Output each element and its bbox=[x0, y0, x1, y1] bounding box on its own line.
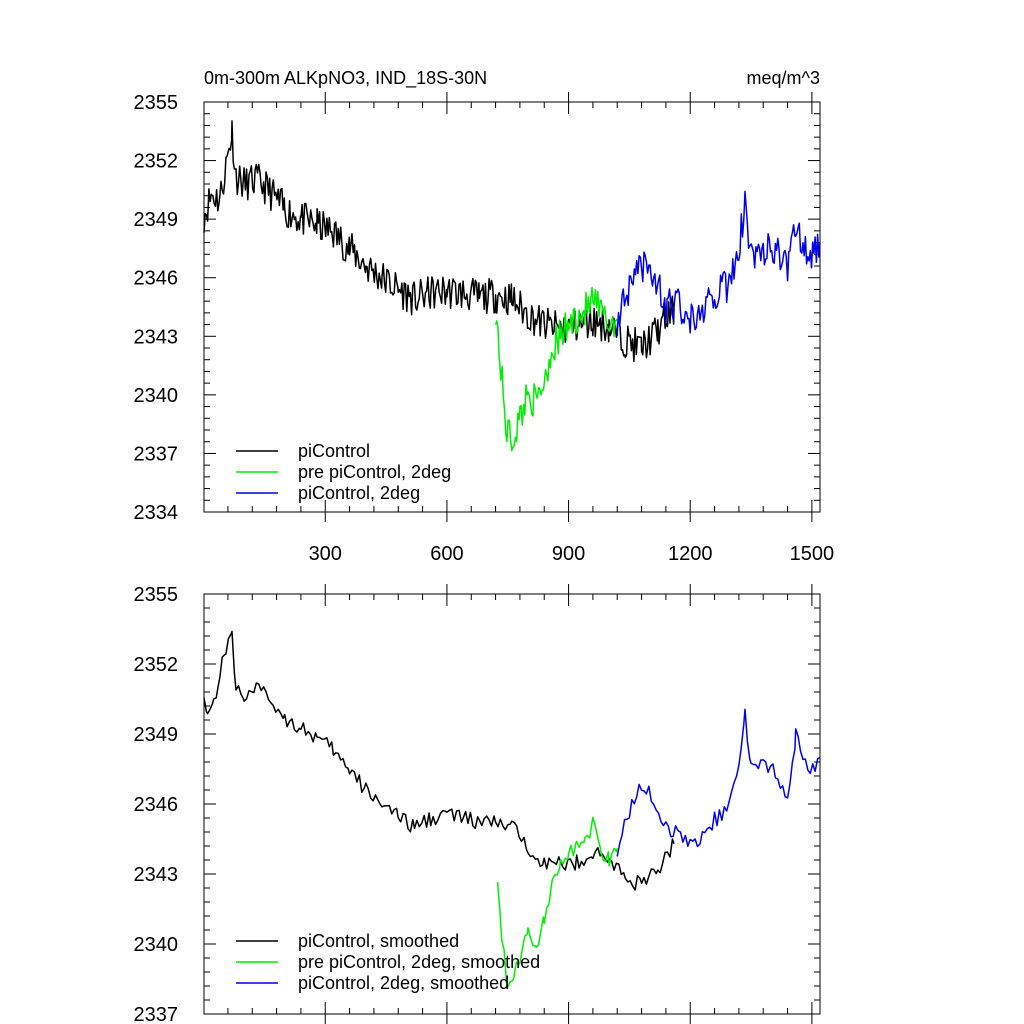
legend-label: piControl, 2deg, smoothed bbox=[298, 973, 509, 993]
top-plot-frame bbox=[203, 101, 821, 513]
y-tick-label: 2346 bbox=[134, 268, 179, 290]
series-line-0 bbox=[203, 120, 675, 363]
units-label: meq/m^3 bbox=[747, 68, 820, 88]
y-tick-label: 2343 bbox=[134, 326, 179, 348]
legend-label: piControl bbox=[298, 441, 370, 461]
x-tick-label: 1500 bbox=[790, 543, 835, 565]
series-line-2 bbox=[616, 708, 821, 857]
series-line-0 bbox=[203, 630, 675, 891]
y-tick-label: 2346 bbox=[134, 794, 179, 816]
y-tick-label: 2334 bbox=[134, 502, 179, 524]
y-tick-label: 2337 bbox=[134, 1004, 179, 1024]
legend-label: piControl, smoothed bbox=[298, 931, 459, 951]
legend-label: pre piControl, 2deg bbox=[298, 462, 451, 482]
series-line-1 bbox=[494, 286, 618, 452]
series-line-1 bbox=[496, 816, 618, 988]
legend-label: piControl, 2deg bbox=[298, 483, 420, 503]
series-line-2 bbox=[616, 190, 821, 337]
y-tick-label: 2355 bbox=[134, 92, 179, 114]
y-tick-label: 2343 bbox=[134, 864, 179, 886]
x-tick-label: 900 bbox=[552, 543, 585, 565]
y-tick-label: 2337 bbox=[134, 443, 179, 465]
y-tick-label: 2340 bbox=[134, 385, 179, 407]
y-tick-label: 2355 bbox=[134, 584, 179, 606]
y-tick-label: 2340 bbox=[134, 934, 179, 956]
x-tick-label: 300 bbox=[309, 543, 342, 565]
y-tick-label: 2352 bbox=[134, 654, 179, 676]
x-tick-label: 1200 bbox=[668, 543, 713, 565]
bottom-panel: 2337 2340 2343 2346 2349 2352 2355 piControl, … bbox=[134, 584, 821, 1024]
y-tick-label: 2349 bbox=[134, 724, 179, 746]
legend-label: pre piControl, 2deg, smoothed bbox=[298, 952, 540, 972]
x-tick-label: 600 bbox=[430, 543, 463, 565]
bottom-plot-frame bbox=[203, 593, 821, 1015]
y-tick-label: 2352 bbox=[134, 151, 179, 173]
y-tick-label: 2349 bbox=[134, 209, 179, 231]
chart-title: 0m-300m ALKpNO3, IND_18S-30N bbox=[204, 68, 487, 89]
top-panel: 0m-300m ALKpNO3, IND_18S-30N meq/m^3 233… bbox=[134, 68, 835, 565]
